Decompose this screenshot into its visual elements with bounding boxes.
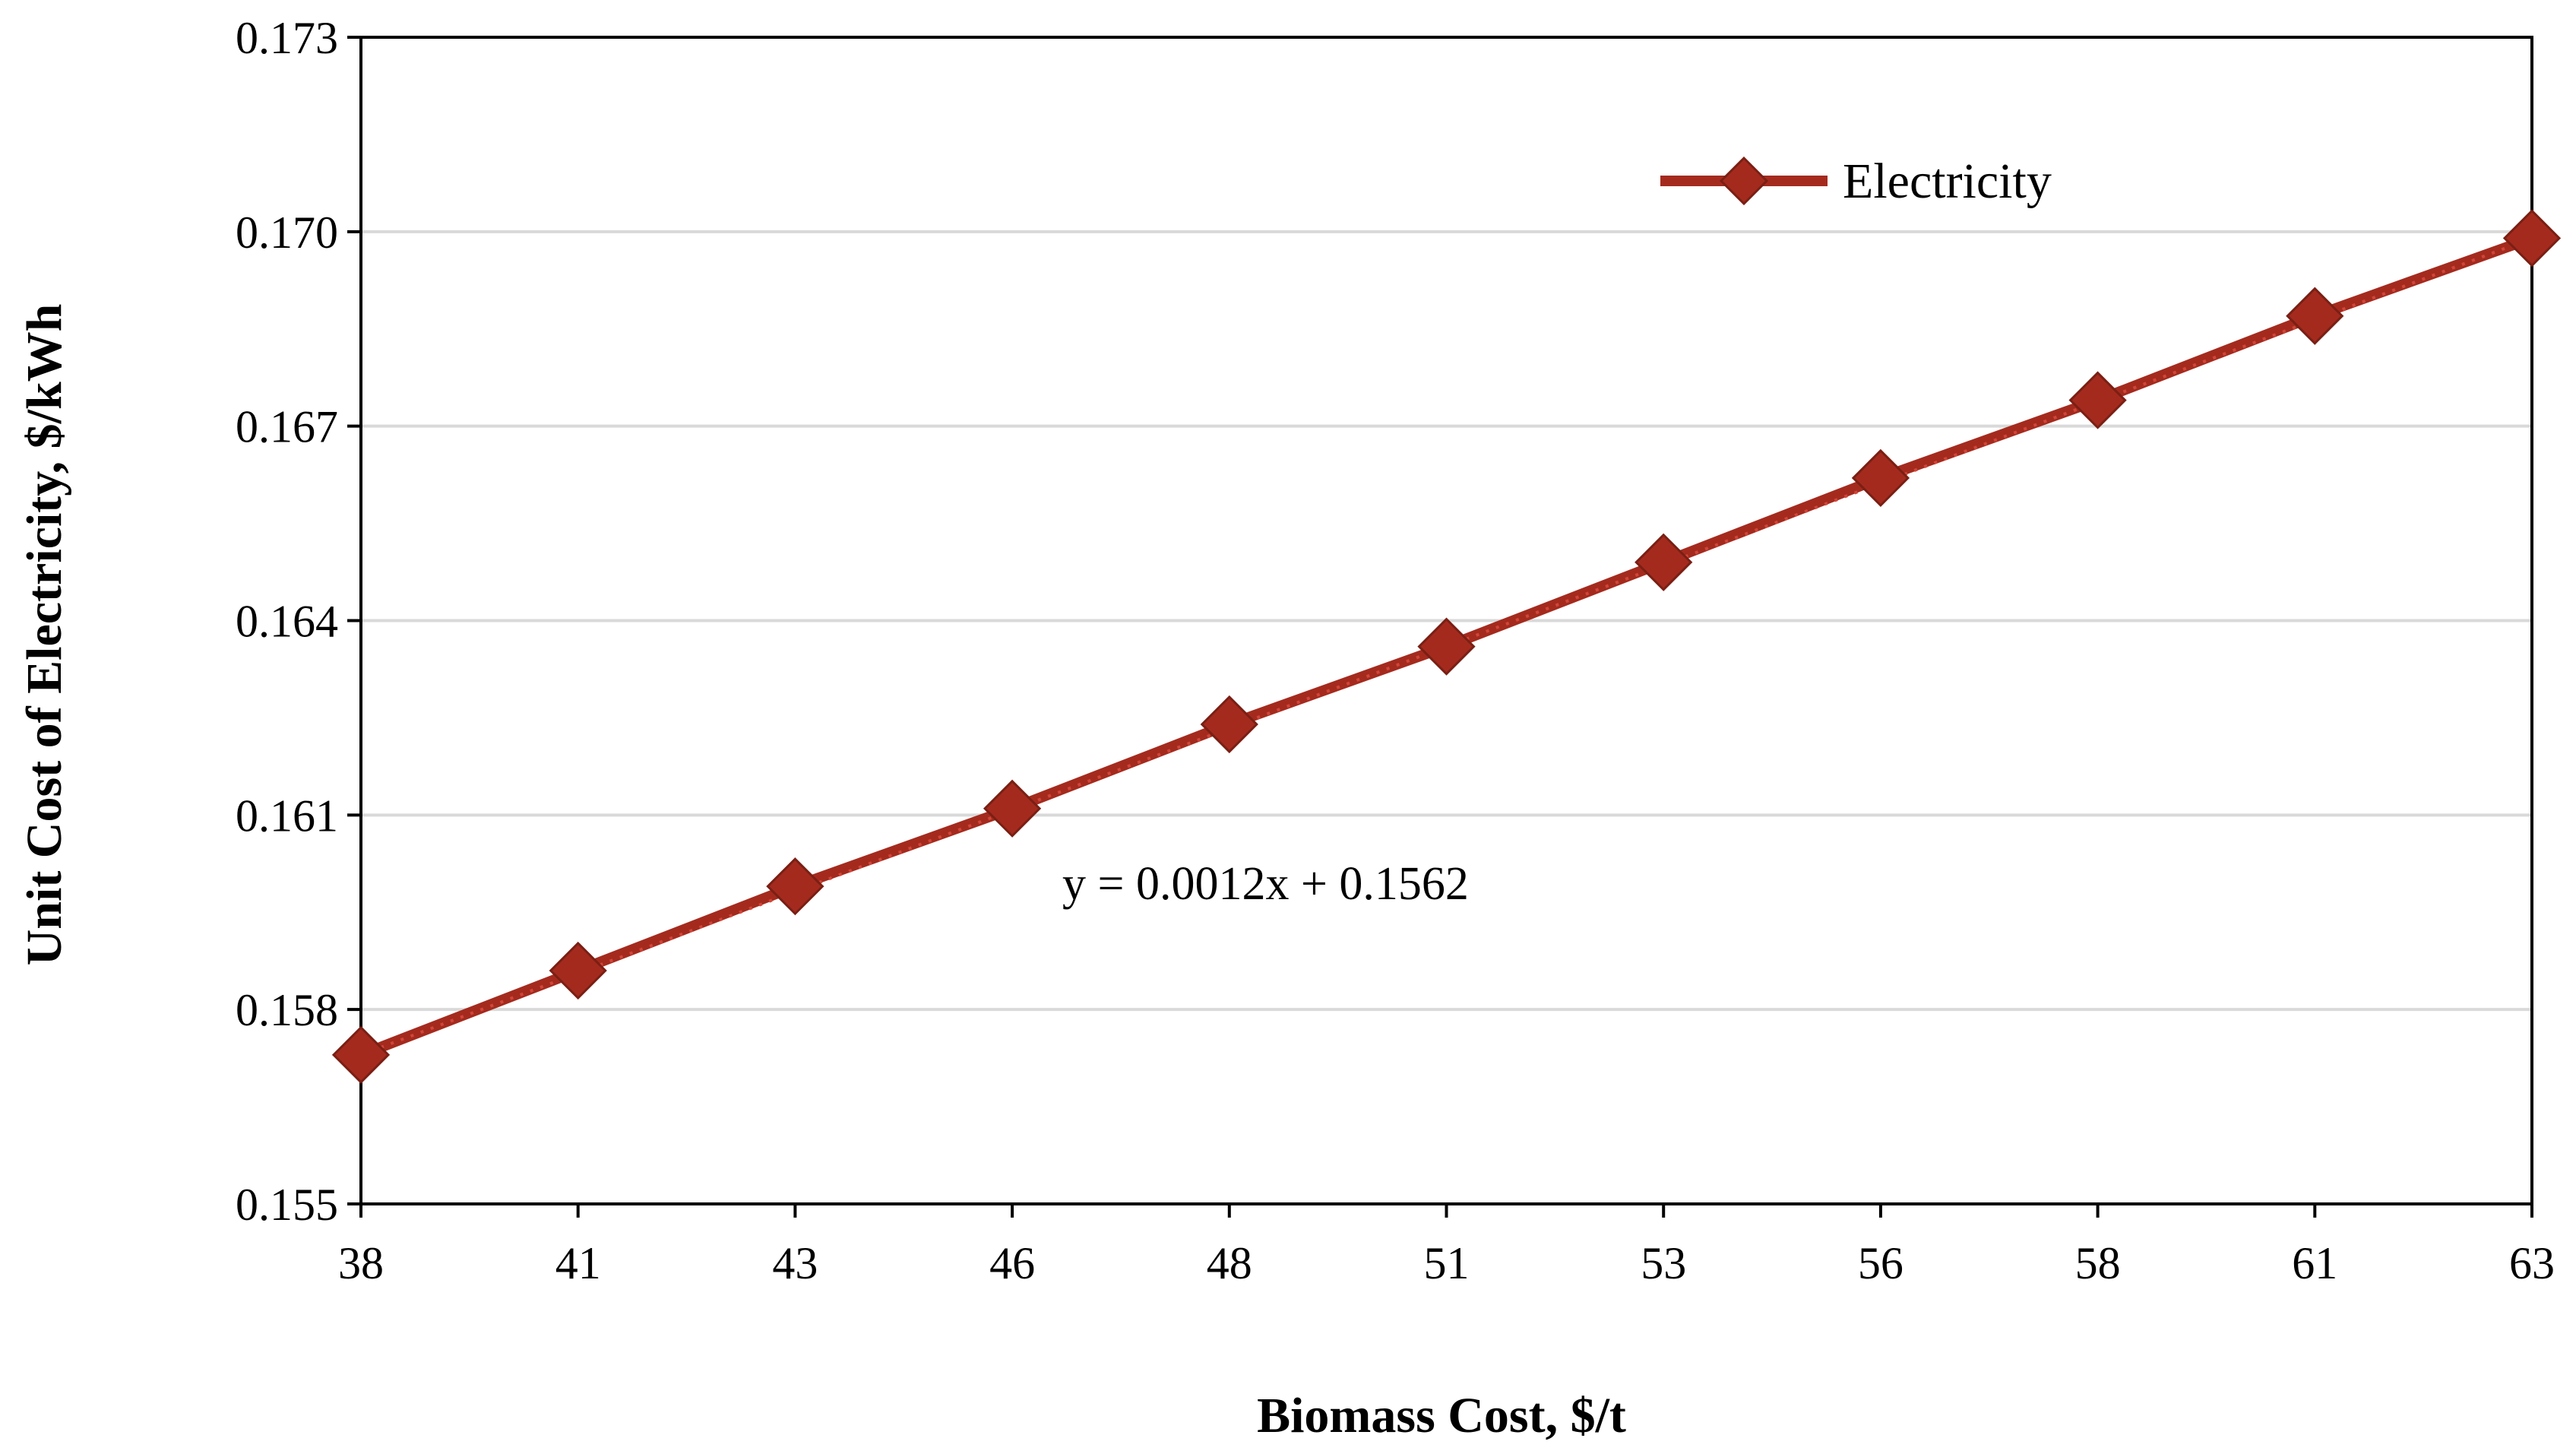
x-tick-label: 43: [772, 1238, 818, 1288]
x-tick-label: 61: [2292, 1238, 2337, 1288]
data-point: [1851, 448, 1910, 508]
legend-label: Electricity: [1843, 154, 2052, 209]
data-point: [2502, 209, 2562, 268]
legend-marker-diamond: [1719, 156, 1769, 206]
series-electricity: [331, 209, 2562, 1084]
data-point: [1417, 617, 1476, 676]
data-point: [766, 857, 824, 916]
x-axis: 38 41 43 46 48 51 53 56 58 61 63: [338, 1204, 2555, 1288]
x-tick-label: 41: [555, 1238, 601, 1288]
x-tick-label: 38: [338, 1238, 384, 1288]
x-tick-label: 48: [1207, 1238, 1252, 1288]
x-tick-label: 58: [2075, 1238, 2121, 1288]
x-tick-label: 53: [1641, 1238, 1686, 1288]
data-point: [331, 1025, 391, 1084]
x-tick-label: 46: [989, 1238, 1035, 1288]
y-tick-label: 0.161: [236, 790, 338, 841]
legend: Electricity: [1660, 154, 2052, 209]
x-tick-label: 51: [1424, 1238, 1470, 1288]
x-tick-label: 56: [1858, 1238, 1904, 1288]
x-tick-label: 63: [2509, 1238, 2555, 1288]
data-point: [1200, 695, 1258, 754]
data-point: [2068, 371, 2127, 429]
y-axis: 0.155 0.158 0.161 0.164 0.167 0.170 0.173: [236, 13, 361, 1230]
y-tick-label: 0.158: [236, 985, 338, 1035]
data-point: [2286, 287, 2344, 345]
y-axis-title: Unit Cost of Electricity, $/kWh: [17, 304, 72, 966]
trendline-equation: y = 0.0012x + 0.1562: [1062, 858, 1469, 910]
data-point: [549, 941, 607, 1000]
y-tick-label: 0.155: [236, 1180, 338, 1230]
y-tick-label: 0.170: [236, 207, 338, 258]
data-point: [1635, 533, 1693, 591]
y-tick-label: 0.167: [236, 402, 338, 452]
y-tick-label: 0.173: [236, 13, 338, 63]
x-axis-title: Biomass Cost, $/t: [1257, 1388, 1626, 1443]
data-point: [983, 779, 1042, 838]
y-tick-label: 0.164: [236, 597, 338, 647]
